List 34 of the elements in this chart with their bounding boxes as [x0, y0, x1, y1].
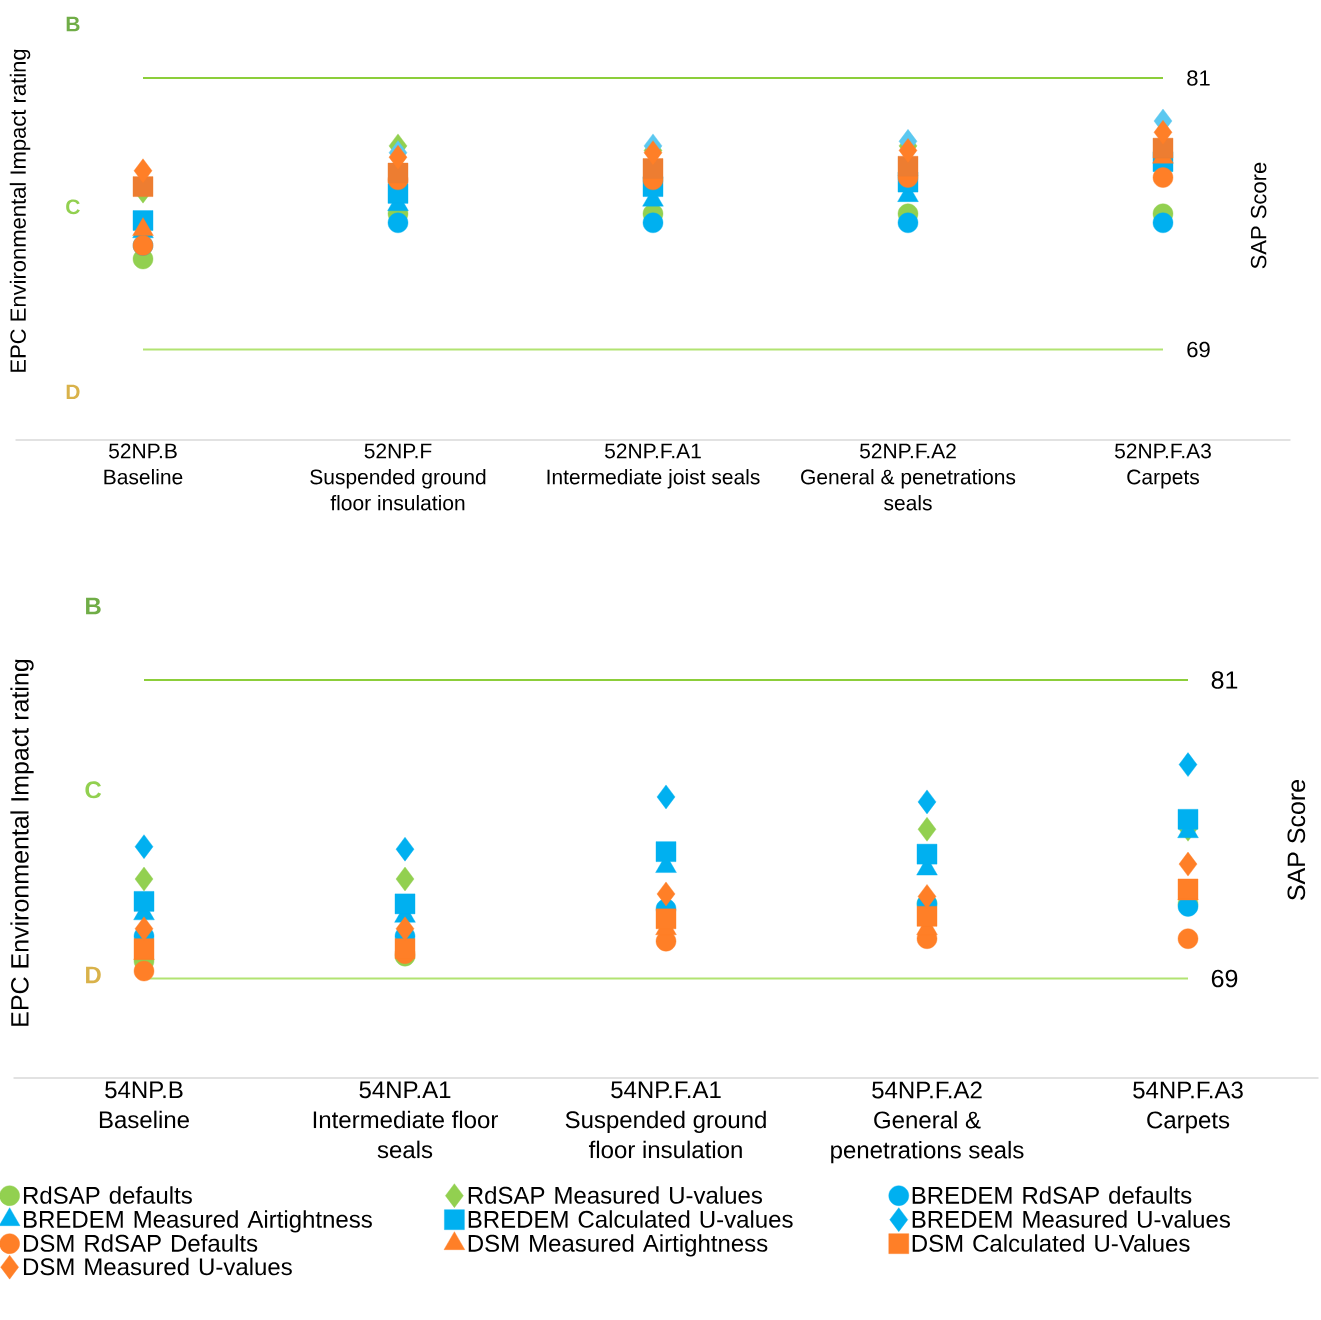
y-tick-label: 69 [1211, 969, 1238, 988]
legend-label: BREDEM Measured U-values [912, 1210, 1230, 1228]
text: D [66, 384, 80, 400]
y-axis-title: EPC Environmental Impact rating [10, 659, 34, 1026]
text: C [85, 781, 102, 799]
y2-axis-title: SAP Score [1250, 162, 1267, 269]
x-tick-label: 54NP.B Baseline [99, 1081, 189, 1129]
x-tick-label: 54NP.F.A3 Carpets [1133, 1081, 1243, 1134]
x-tick-label: 52NP.F.A1 Intermediate joist seals [547, 443, 760, 489]
x-tick-label: 52NP.F.A3 Carpets [1114, 443, 1211, 489]
x-tick-label: 54NP.A1 Intermediate floor seals [313, 1081, 498, 1159]
legend-label: BREDEM Calculated U-values [468, 1210, 793, 1228]
legend-label: DSM RdSAP Defaults [23, 1234, 258, 1252]
legend-label: DSM Measured U-values [23, 1257, 292, 1276]
legend-label: DSM Calculated U-Values [912, 1234, 1190, 1252]
x-tick-label: 52NP.F.A2 General & penetrations seals [801, 443, 1016, 511]
text: B [66, 16, 80, 32]
x-tick-label: 54NP.F.A2 General & penetrations seals [831, 1081, 1024, 1164]
legend-label: RdSAP Measured U-values [468, 1186, 762, 1204]
y-tick-label: 81 [1187, 70, 1210, 86]
legend-label: DSM Measured Airtightness [468, 1234, 768, 1257]
x-tick-label: 52NP.F Suspended ground floor insulation [310, 443, 486, 511]
x-tick-label: 54NP.F.A1 Suspended ground floor insulation [565, 1081, 766, 1159]
legend-label: RdSAP defaults [23, 1186, 192, 1204]
y-tick-label: 81 [1211, 671, 1238, 689]
y2-axis-title: SAP Score [1287, 780, 1306, 901]
text: D [86, 966, 101, 984]
legend-label: BREDEM RdSAP defaults [912, 1186, 1192, 1204]
x-tick-label: 52NP.B Baseline [104, 443, 183, 485]
y-tick-label: 69 [1187, 341, 1210, 358]
y-axis-title: EPC Environmental Impact rating [9, 49, 31, 372]
legend-label: BREDEM Measured Airtightness [23, 1210, 372, 1233]
text: B [86, 597, 101, 615]
text: C [66, 199, 80, 215]
